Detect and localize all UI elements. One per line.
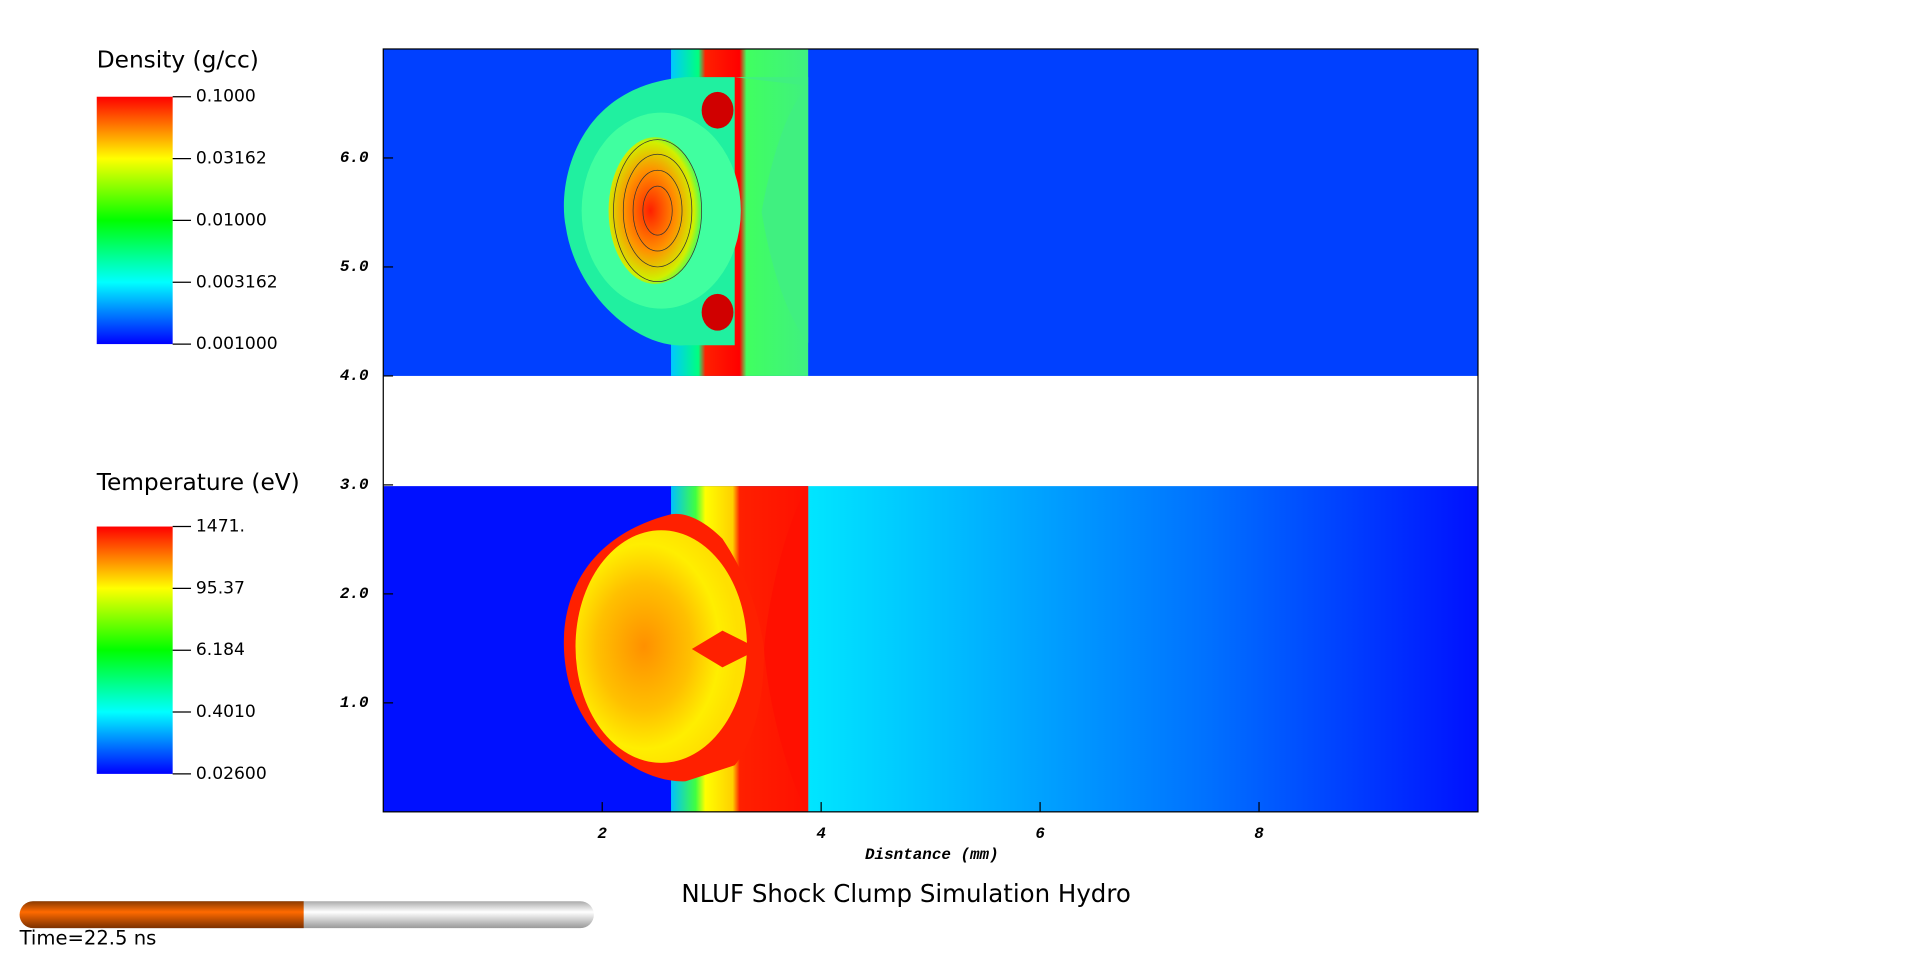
time-label: Time=22.5 ns [19,927,157,950]
y-tick-label: 2.0 [340,585,369,603]
colorbar-labels: Density (g/cc) 0.1000 0.03162 0.01000 0.0031… [96,47,300,784]
colorbar-tick-label: 0.003162 [196,272,278,292]
temperature-field [383,486,1478,812]
x-tick-label: 2 [597,825,607,843]
temperature-colorbar [96,526,173,774]
y-tick-label: 5.0 [340,258,369,276]
colorbar-tick-label: 0.4010 [196,702,256,722]
plot-frame [382,48,1479,813]
colorbar-title: Density (g/cc) [97,47,259,74]
scene: 2 4 6 8 1.0 2.0 3.0 4.0 5.0 6.0 Density (g/cc) 0.1… [19,47,1479,950]
x-tick-label: 8 [1254,825,1264,843]
colorbar-title: Temperature (eV) [96,469,300,496]
colorbar-tick-label: 6.184 [196,640,245,660]
x-axis-label: Disntance (mm) [865,846,999,864]
colorbar-tick-label: 1471. [196,517,245,537]
colorbar-tick-label: 0.001000 [196,334,278,354]
axes: 2 4 6 8 1.0 2.0 3.0 4.0 5.0 6.0 [340,149,1264,843]
colorbar-tick-label: 0.02600 [196,764,267,784]
colorbar-tick-label: 0.1000 [196,87,256,107]
colorbar-tick-label: 0.01000 [196,210,267,230]
density-colorbar [96,96,173,345]
chart-title: NLUF Shock Clump Simulation Hydro [681,879,1130,908]
y-tick-label: 4.0 [340,367,369,385]
x-tick-label: 4 [816,825,826,843]
colorbar-tick-label: 0.03162 [196,149,267,169]
time-slider[interactable] [19,901,594,929]
y-tick-label: 1.0 [340,694,369,712]
x-tick-label: 6 [1035,825,1045,843]
y-tick-label: 3.0 [340,476,369,494]
density-field [383,48,1478,376]
colorbar-tick-label: 95.37 [196,578,245,598]
y-tick-label: 6.0 [340,149,369,167]
